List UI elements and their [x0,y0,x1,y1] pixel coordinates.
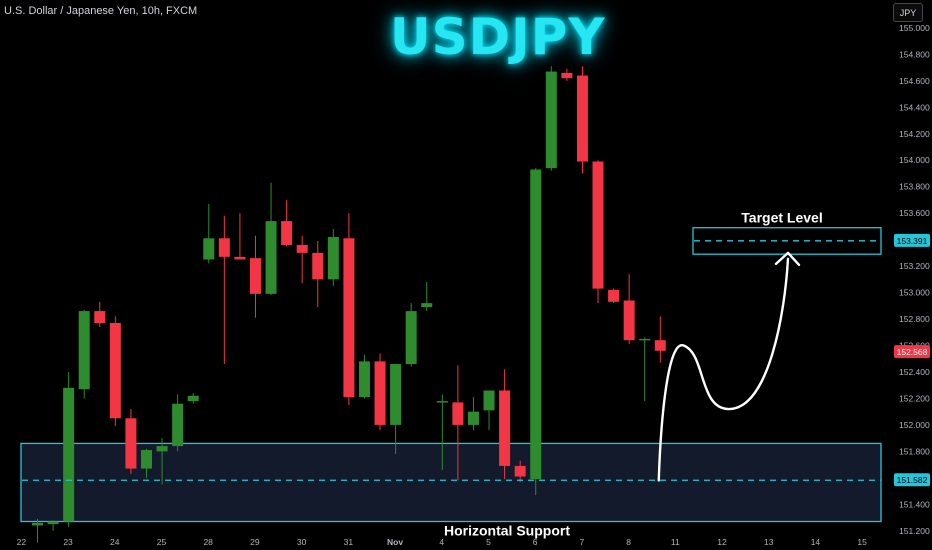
candle-body [623,300,635,341]
candle-body [203,238,215,260]
y-axis: 151.200151.400151.600151.800152.000152.2… [899,23,930,536]
candles [32,66,666,543]
y-tick-label: 154.000 [899,155,930,165]
y-tick-label: 153.800 [899,182,930,192]
currency-button[interactable]: JPY [893,3,923,22]
candle-body [576,75,588,162]
y-tick-label: 153.200 [899,261,930,271]
candle-body [296,244,308,253]
y-tick-label: 154.400 [899,102,930,112]
support-label: Horizontal Support [444,523,570,539]
candle-body [327,236,339,280]
x-tick-label: 15 [857,537,867,547]
current-price-tag: 152.568 [897,347,928,357]
arrow-head-icon [774,251,801,267]
candle-body [436,401,448,403]
x-tick-label: 6 [533,537,538,547]
candle-body [358,361,370,398]
y-tick-label: 154.200 [899,129,930,139]
x-tick-label: 30 [297,537,307,547]
candle-body [483,390,495,411]
symbol-info: U.S. Dollar / Japanese Yen, 10h, FXCM [4,5,198,17]
y-tick-label: 154.800 [899,49,930,59]
x-tick-label: 28 [203,537,213,547]
candle-body [592,161,604,289]
candle-body [63,387,75,522]
y-tick-label: 155.000 [899,23,930,33]
x-tick-label: 23 [63,537,73,547]
y-tick-label: 153.000 [899,288,930,298]
x-tick-label: 5 [486,537,491,547]
candle-body [608,289,620,302]
candle-body [561,72,573,79]
x-tick-label: 12 [717,537,727,547]
y-tick-label: 152.000 [899,420,930,430]
support-zone [20,442,882,523]
x-tick-label: 7 [580,537,585,547]
candle-body [312,252,324,280]
candle-body [125,418,137,469]
y-tick-label: 152.800 [899,314,930,324]
support-price-tag-box [894,473,930,487]
candle-body [530,169,542,480]
projection-path [657,257,790,482]
candle-body [109,322,121,419]
candle-body [234,256,246,260]
candle-body [218,238,230,257]
candle-body [78,311,90,390]
candle-body [390,364,402,425]
candle-body [654,340,666,351]
candle-body [639,338,651,341]
candle-body [140,450,152,469]
candle-body [421,303,433,308]
candle-body [514,465,526,477]
x-tick-label: 4 [439,537,444,547]
candle-body [249,258,261,294]
x-tick-label: 31 [344,537,354,547]
chart-title: USDJPY [390,8,606,66]
candle-body [452,402,464,425]
current-price-tag-box [894,345,930,359]
y-tick-label: 152.200 [899,393,930,403]
x-axis: 22 23 24 25 28 29 30 31 Nov 4 5 6 7 8 11 12 13 14 15 [17,537,868,547]
candle-body [467,411,479,425]
candle-body [374,361,386,425]
x-tick-label: 14 [811,537,821,547]
x-tick-label: 24 [110,537,120,547]
candle-body [156,446,168,452]
candle-body [32,522,43,526]
target-price-tag: 153.391 [897,236,928,246]
candle-body [545,71,557,169]
y-tick-label: 151.800 [899,446,930,456]
candle-body [172,403,184,447]
candle-body [47,521,59,525]
x-tick-label: 11 [671,537,680,547]
candle-body [187,395,199,402]
candle-body [281,221,293,245]
candle-body [405,311,417,365]
x-tick-label: 29 [250,537,260,547]
target-price-tag-box [894,233,930,247]
candle-body [94,311,106,323]
target-level-label: Target Level [741,210,822,226]
y-tick-label: 151.200 [899,526,930,536]
candle-body [265,221,277,294]
y-tick-label: 153.600 [899,208,930,218]
y-tick-label: 151.400 [899,499,930,509]
y-tick-label: 152.400 [899,367,930,377]
x-tick-label: 22 [17,537,27,547]
x-tick-label: 25 [157,537,167,547]
candle-body [343,238,355,398]
x-tick-label: Nov [387,537,403,547]
x-tick-label: 8 [626,537,631,547]
y-tick-label: 154.600 [899,76,930,86]
x-tick-label: 13 [764,537,774,547]
support-price-tag: 151.582 [897,475,928,485]
candle-body [499,390,511,466]
